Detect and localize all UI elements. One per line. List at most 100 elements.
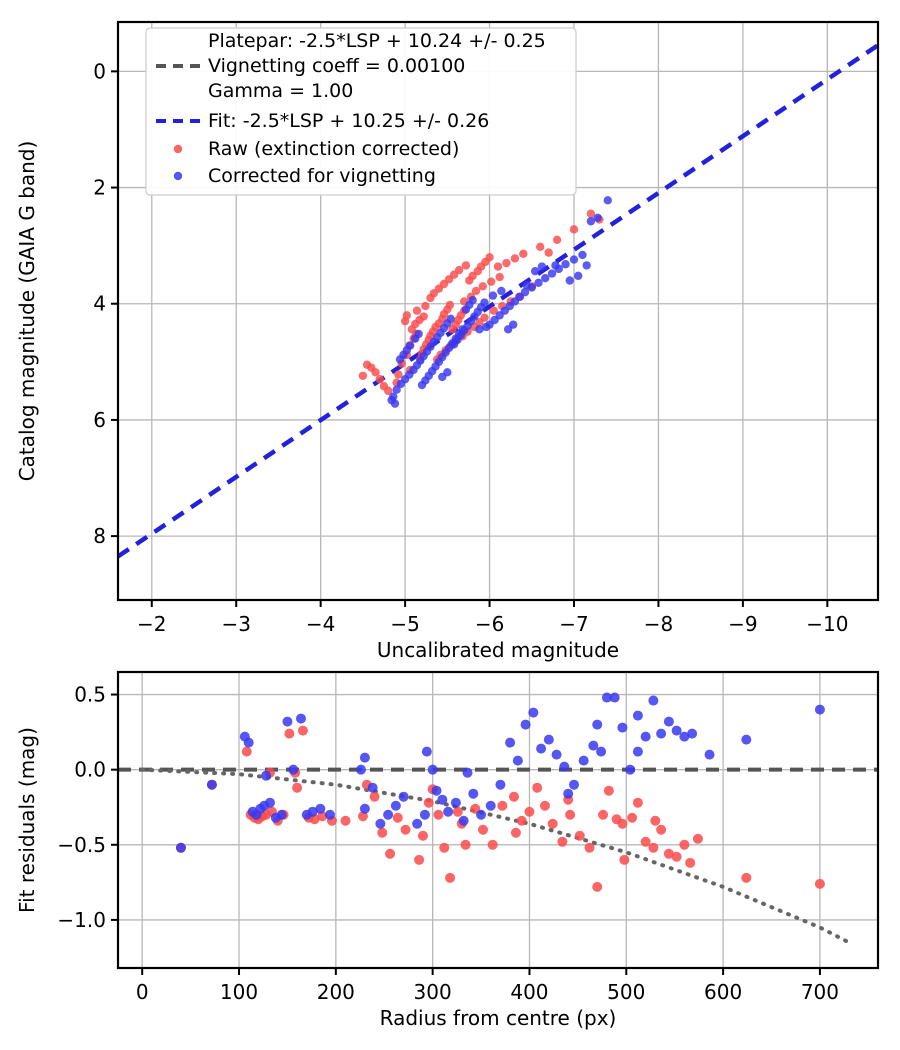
- data-point: [454, 265, 464, 275]
- data-point: [206, 779, 217, 790]
- data-point: [528, 707, 539, 718]
- data-point: [480, 298, 489, 307]
- legend-entry-label: Fit: -2.5*LSP + 10.25 +/- 0.26: [208, 110, 489, 132]
- data-point: [640, 836, 651, 847]
- data-point: [640, 731, 651, 742]
- data-point: [446, 314, 455, 324]
- data-point: [175, 842, 186, 853]
- x-tick-label: −6: [475, 612, 504, 636]
- data-point: [593, 213, 602, 222]
- series-corrected: [387, 196, 612, 408]
- legend-handle-dot-red: [173, 144, 183, 154]
- data-point: [458, 815, 469, 826]
- data-point: [510, 254, 520, 263]
- data-point: [481, 322, 491, 332]
- data-point: [390, 800, 401, 811]
- data-point: [603, 785, 614, 796]
- data-point: [421, 301, 430, 311]
- data-point: [292, 782, 303, 793]
- data-point: [487, 277, 496, 286]
- data-point: [468, 296, 477, 305]
- data-point: [656, 824, 667, 835]
- data-point: [379, 382, 389, 391]
- data-point: [685, 857, 696, 868]
- data-point: [489, 306, 498, 315]
- data-point: [468, 788, 479, 799]
- x-tick-label: 600: [704, 980, 742, 1004]
- data-point: [412, 818, 423, 829]
- y-tick-label: 0: [93, 59, 106, 83]
- x-tick-label: −9: [728, 612, 757, 636]
- data-point: [443, 368, 452, 377]
- data-point: [592, 881, 603, 892]
- data-point: [477, 824, 488, 835]
- data-point: [340, 815, 351, 826]
- x-tick-label: −7: [559, 612, 588, 636]
- data-point: [543, 734, 554, 745]
- data-point: [276, 809, 287, 820]
- data-point: [414, 854, 425, 865]
- x-tick-label: −8: [644, 612, 673, 636]
- data-point: [520, 719, 531, 730]
- data-point: [532, 782, 543, 793]
- data-point: [582, 261, 591, 270]
- data-point: [385, 848, 396, 859]
- data-point: [632, 797, 643, 808]
- data-point: [394, 370, 403, 379]
- data-point: [485, 800, 496, 811]
- data-point: [419, 312, 428, 321]
- data-point: [536, 743, 547, 754]
- data-point: [265, 797, 275, 808]
- data-point: [497, 800, 508, 811]
- data-point: [367, 782, 378, 793]
- y-tick-label: −1.0: [57, 908, 106, 932]
- data-point: [362, 360, 372, 369]
- data-point: [487, 839, 498, 850]
- panel-background: [118, 672, 878, 968]
- data-point: [516, 815, 527, 826]
- legend-handle-dot-blue: [173, 171, 183, 181]
- data-point: [400, 824, 411, 835]
- data-point: [617, 818, 628, 829]
- y-tick-label: 4: [93, 292, 106, 316]
- x-tick-label: 400: [510, 980, 548, 1004]
- y-tick-label: 0.0: [74, 758, 106, 782]
- panel-frame: [116, 670, 880, 970]
- data-point: [478, 282, 487, 291]
- data-point: [431, 785, 442, 796]
- data-point: [530, 267, 540, 276]
- x-tick-label: 100: [220, 980, 258, 1004]
- data-point: [297, 725, 308, 736]
- data-point: [407, 325, 417, 334]
- data-point: [741, 872, 752, 883]
- data-point: [536, 242, 545, 252]
- data-point: [584, 842, 595, 853]
- data-point: [359, 752, 370, 763]
- data-point: [508, 791, 519, 802]
- data-point: [383, 809, 394, 820]
- data-point: [671, 725, 682, 736]
- data-point: [650, 815, 661, 826]
- data-point: [592, 719, 603, 730]
- data-point: [559, 761, 570, 772]
- data-point: [445, 872, 456, 883]
- data-point: [544, 248, 553, 257]
- data-point: [557, 836, 568, 847]
- data-point: [814, 878, 825, 889]
- vignetting-curve: [140, 767, 851, 945]
- data-point: [632, 746, 643, 757]
- data-point: [421, 746, 432, 757]
- data-point: [565, 809, 576, 820]
- y-tick-label: 8: [93, 524, 106, 548]
- data-point: [547, 818, 558, 829]
- data-point: [375, 375, 384, 384]
- data-point: [458, 325, 467, 334]
- data-point: [241, 746, 252, 757]
- data-point: [450, 797, 461, 808]
- data-point: [471, 286, 481, 296]
- x-tick-label: −2: [137, 612, 166, 636]
- data-point: [423, 797, 434, 808]
- y-axis-label: Fit residuals (mag): [15, 727, 39, 913]
- data-point: [288, 764, 299, 775]
- y-tick-label: 0.5: [74, 683, 106, 707]
